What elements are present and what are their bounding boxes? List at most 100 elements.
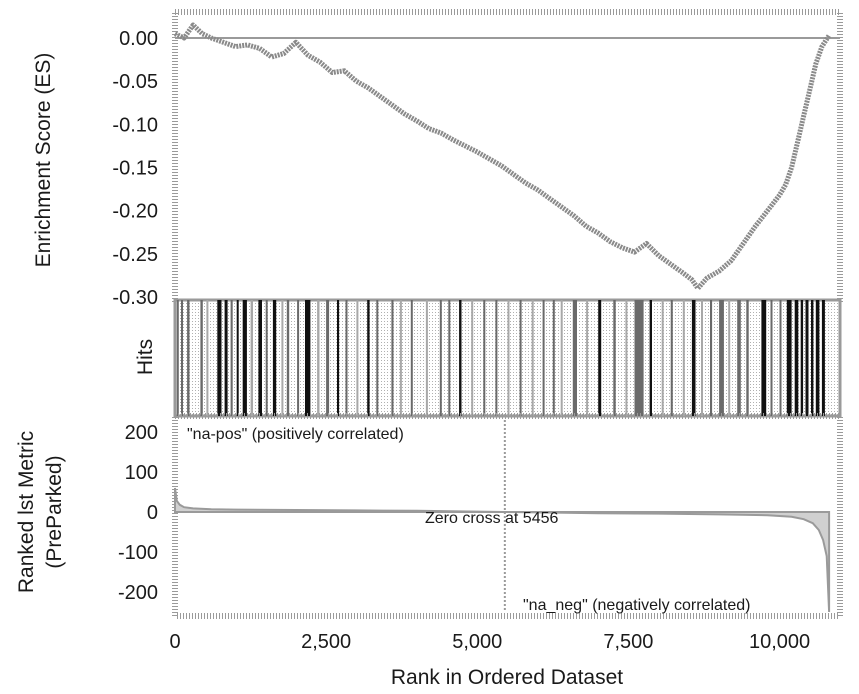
ranked-metric-panel: 200 100 0 -100 -200 0 2,500 5,000 7,500 10,000 "… bbox=[15, 416, 840, 689]
hit-bar bbox=[573, 300, 577, 416]
hit-bar bbox=[177, 300, 179, 416]
hit-bar bbox=[411, 300, 413, 416]
hit-bar bbox=[448, 300, 450, 416]
hit-bar bbox=[692, 300, 696, 416]
hit-bar bbox=[400, 300, 402, 416]
hit-bar bbox=[237, 300, 239, 416]
hit-bar bbox=[780, 300, 782, 416]
enrichment-y-tick-label: -0.10 bbox=[112, 114, 158, 136]
hit-bar bbox=[495, 300, 497, 416]
enrichment-panel: 0.00 -0.05 -0.10 -0.15 -0.20 -0.25 -0.30 Enric… bbox=[32, 12, 840, 309]
enrichment-y-tick-label: -0.15 bbox=[112, 158, 158, 180]
hit-bar bbox=[650, 300, 652, 416]
hit-bar bbox=[266, 300, 268, 416]
enrichment-y-tick-label: -0.20 bbox=[112, 201, 158, 223]
hit-bar bbox=[683, 300, 685, 416]
hit-bar bbox=[281, 300, 283, 416]
x-tick-label: 5,000 bbox=[452, 631, 502, 653]
enrichment-y-ticks: 0.00 -0.05 -0.10 -0.15 -0.20 -0.25 -0.30 bbox=[112, 28, 158, 309]
ranked-metric-y-tick-label: -100 bbox=[118, 542, 158, 564]
hit-bar bbox=[459, 300, 461, 416]
hit-bar bbox=[367, 300, 369, 416]
hit-bar bbox=[273, 300, 276, 416]
hit-bar bbox=[356, 300, 358, 416]
ranked-metric-y-ticks: 200 100 0 -100 -200 bbox=[118, 422, 158, 604]
ranked-metric-y-tick-label: 200 bbox=[125, 422, 158, 444]
hit-bar bbox=[187, 300, 189, 416]
hit-bar bbox=[771, 300, 773, 416]
hit-bar bbox=[586, 300, 588, 416]
hit-bar bbox=[346, 300, 348, 416]
hit-bar bbox=[243, 300, 247, 416]
x-tick-label: 7,500 bbox=[603, 631, 653, 653]
hit-bar bbox=[598, 300, 601, 416]
hit-bar bbox=[520, 300, 522, 416]
hit-bar bbox=[710, 300, 712, 416]
hit-bar bbox=[553, 300, 555, 416]
hit-bar bbox=[297, 300, 299, 416]
hit-bar bbox=[206, 300, 208, 416]
x-tick-label: 0 bbox=[169, 631, 180, 653]
hit-bar bbox=[746, 300, 748, 416]
hit-bar bbox=[822, 300, 825, 416]
ranked-metric-y-tick-label: -200 bbox=[118, 582, 158, 604]
hit-bar bbox=[816, 300, 820, 416]
hit-bar bbox=[391, 300, 393, 416]
hit-bar bbox=[561, 300, 563, 416]
hit-bar bbox=[317, 300, 319, 416]
x-axis-label: Rank in Ordered Dataset bbox=[391, 666, 623, 689]
enrichment-y-axis-label: Enrichment Score (ES) bbox=[32, 53, 55, 268]
hit-bar bbox=[701, 300, 703, 416]
hit-bar bbox=[508, 300, 510, 416]
x-axis-ticks: 0 2,500 5,000 7,500 10,000 bbox=[169, 631, 810, 653]
x-tick-label: 10,000 bbox=[749, 631, 810, 653]
hit-bar bbox=[200, 300, 202, 416]
enrichment-score-line bbox=[175, 25, 829, 288]
hit-bar bbox=[543, 300, 545, 416]
ranked-metric-area bbox=[175, 488, 829, 612]
hit-bar bbox=[376, 300, 378, 416]
enrichment-y-tick-label: -0.05 bbox=[112, 71, 158, 93]
ranked-metric-y-axis-label-line1: Ranked lst Metric bbox=[15, 431, 38, 593]
hit-bar bbox=[806, 300, 809, 416]
enrichment-y-tick-label: -0.30 bbox=[112, 287, 158, 309]
hit-bar bbox=[532, 300, 534, 416]
hit-bar bbox=[728, 300, 730, 416]
hit-bar bbox=[440, 300, 442, 416]
hit-bar bbox=[801, 300, 803, 416]
hit-bar bbox=[811, 300, 813, 416]
hit-bar bbox=[635, 300, 644, 416]
hit-bar bbox=[671, 300, 673, 416]
enrichment-y-tick-label: 0.00 bbox=[119, 28, 158, 50]
hit-bar bbox=[305, 300, 310, 416]
ranked-metric-y-axis-label-line2: (PreParked) bbox=[43, 455, 66, 568]
hit-bar bbox=[326, 300, 329, 416]
hit-bar bbox=[662, 300, 664, 416]
annotation-negative: "na_neg" (negatively correlated) bbox=[523, 597, 751, 614]
annotation-positive: "na-pos" (positively correlated) bbox=[187, 426, 404, 443]
annotation-zero-cross: Zero cross at 5456 bbox=[425, 510, 559, 527]
hits-panel: Hits bbox=[134, 300, 840, 416]
hit-bar bbox=[795, 300, 799, 416]
hit-bar bbox=[217, 300, 221, 416]
hit-bar bbox=[483, 300, 485, 416]
x-tick-label: 2,500 bbox=[301, 631, 351, 653]
hit-bar bbox=[761, 300, 766, 416]
ranked-metric-y-tick-label: 0 bbox=[147, 502, 158, 524]
hit-bar bbox=[287, 300, 289, 416]
hit-bar bbox=[737, 300, 741, 416]
hit-bar bbox=[613, 300, 615, 416]
hit-bar bbox=[251, 300, 253, 416]
hit-bar bbox=[426, 300, 428, 416]
hit-bar bbox=[471, 300, 473, 416]
hit-bar bbox=[258, 300, 262, 416]
hit-bar bbox=[625, 300, 627, 416]
hit-bar bbox=[337, 300, 339, 416]
enrichment-y-tick-label: -0.25 bbox=[112, 244, 158, 266]
hit-bar bbox=[225, 300, 228, 416]
hit-bar bbox=[231, 300, 233, 416]
ranked-metric-y-tick-label: 100 bbox=[125, 462, 158, 484]
hit-bar bbox=[181, 300, 183, 416]
hit-bar bbox=[719, 300, 724, 416]
